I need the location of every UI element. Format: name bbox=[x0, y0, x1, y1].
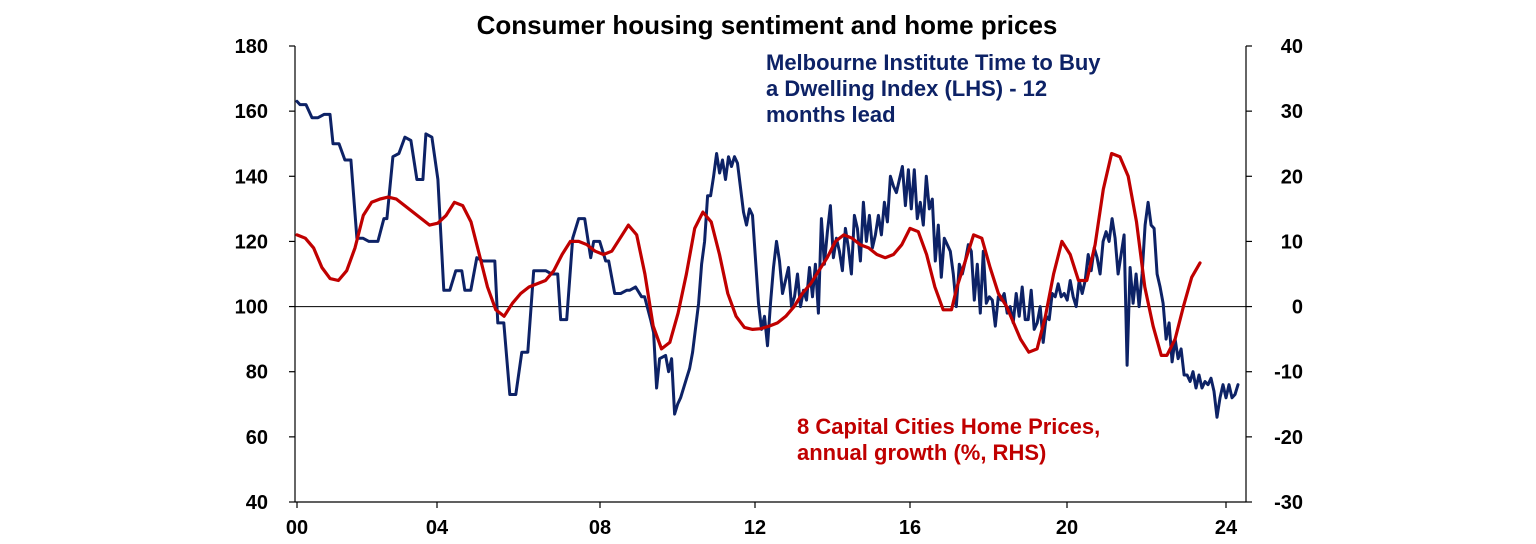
annotation-line: 8 Capital Cities Home Prices, bbox=[797, 414, 1100, 439]
x-tick-label: 24 bbox=[1215, 517, 1238, 539]
right-tick-label: 0 bbox=[1292, 297, 1303, 319]
x-tick-label: 16 bbox=[899, 517, 921, 539]
x-tick-label: 04 bbox=[426, 517, 449, 539]
left-tick-label: 100 bbox=[235, 297, 268, 319]
annotation-line: annual growth (%, RHS) bbox=[797, 440, 1046, 465]
x-tick-label: 08 bbox=[589, 517, 611, 539]
annotation-home-prices: 8 Capital Cities Home Prices, annual grow… bbox=[797, 414, 1100, 465]
series-line-time-to-buy bbox=[295, 99, 1240, 419]
right-tick-label: -10 bbox=[1274, 362, 1303, 384]
left-tick-label: 60 bbox=[246, 427, 268, 449]
annotation-line: Melbourne Institute Time to Buy bbox=[766, 50, 1101, 75]
left-tick-label: 140 bbox=[235, 166, 268, 188]
right-tick-label: 10 bbox=[1281, 231, 1303, 253]
annotation-line: a Dwelling Index (LHS) - 12 bbox=[766, 76, 1047, 101]
x-tick-label: 00 bbox=[286, 517, 308, 539]
right-tick-label: 30 bbox=[1281, 101, 1303, 123]
tick-labels: 180160140120100806040403020100-10-20-300… bbox=[235, 36, 1303, 539]
x-tick-label: 12 bbox=[744, 517, 766, 539]
right-tick-label: -30 bbox=[1274, 492, 1303, 514]
right-tick-label: 20 bbox=[1281, 166, 1303, 188]
chart-title: Consumer housing sentiment and home pric… bbox=[477, 10, 1058, 40]
left-tick-label: 80 bbox=[246, 362, 268, 384]
right-tick-label: -20 bbox=[1274, 427, 1303, 449]
left-tick-label: 180 bbox=[235, 36, 268, 58]
left-tick-label: 160 bbox=[235, 101, 268, 123]
series-lines bbox=[295, 99, 1240, 419]
left-tick-label: 120 bbox=[235, 231, 268, 253]
annotation-line: months lead bbox=[766, 102, 896, 127]
x-tick-label: 20 bbox=[1056, 517, 1078, 539]
left-tick-label: 40 bbox=[246, 492, 268, 514]
annotation-time-to-buy: Melbourne Institute Time to Buy a Dwellin… bbox=[766, 50, 1101, 127]
right-tick-label: 40 bbox=[1281, 36, 1303, 58]
series-line-home-prices bbox=[295, 151, 1202, 357]
